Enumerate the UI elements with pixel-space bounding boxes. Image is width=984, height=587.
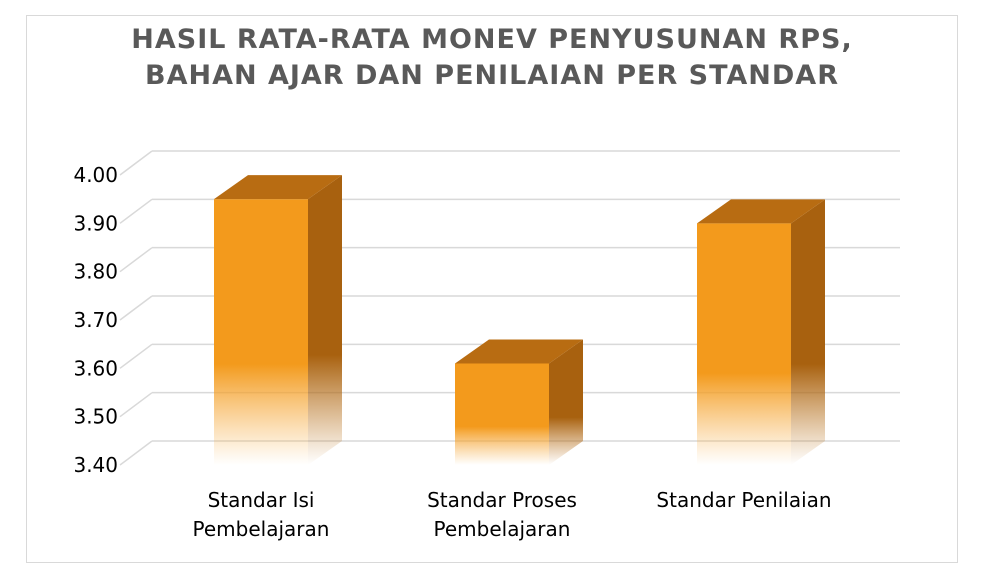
gridline-depth [119, 198, 153, 224]
bar-front [455, 363, 549, 465]
bar [214, 175, 342, 465]
bar-side [791, 199, 825, 466]
bar-side [549, 339, 583, 465]
bar-side [308, 175, 342, 465]
gridline-depth [119, 247, 153, 273]
y-tick-label: 3.40 [73, 453, 118, 477]
category-labels: Standar Isi Pembelajaran Standar Proses Pem… [193, 488, 832, 541]
category-label: Standar Isi [208, 488, 315, 512]
category-label: Pembelajaran [434, 517, 571, 541]
bar-top [697, 199, 825, 224]
category-label: Standar Penilaian [656, 488, 831, 512]
bar-front [697, 223, 791, 465]
gridline-depth [119, 295, 153, 321]
y-tick-label: 4.00 [73, 163, 118, 187]
category-label: Pembelajaran [193, 517, 330, 541]
y-tick-label: 3.60 [73, 356, 118, 380]
y-tick-label: 3.90 [73, 211, 118, 235]
gridline-depth [119, 440, 153, 466]
chart-title-line-2: BAHAN AJAR DAN PENILAIAN PER STANDAR [145, 60, 839, 91]
y-axis-ticks: 3.40 3.50 3.60 3.70 3.80 3.90 4.00 [73, 163, 118, 477]
bar-top [455, 339, 583, 364]
category-label: Standar Proses [427, 488, 577, 512]
chart-title: HASIL RATA-RATA MONEV PENYUSUNAN RPS, BA… [27, 22, 957, 94]
bar [697, 199, 825, 466]
gridline-depth [119, 150, 153, 176]
bar-front [214, 199, 308, 465]
y-tick-label: 3.50 [73, 405, 118, 429]
bars [214, 175, 825, 466]
gridline-depth [119, 392, 153, 418]
y-tick-label: 3.70 [73, 308, 118, 332]
chart-title-line-1: HASIL RATA-RATA MONEV PENYUSUNAN RPS, [131, 24, 853, 55]
y-tick-label: 3.80 [73, 260, 118, 284]
bar [455, 339, 583, 465]
bar-top [214, 175, 342, 200]
gridline-depth [119, 343, 153, 369]
